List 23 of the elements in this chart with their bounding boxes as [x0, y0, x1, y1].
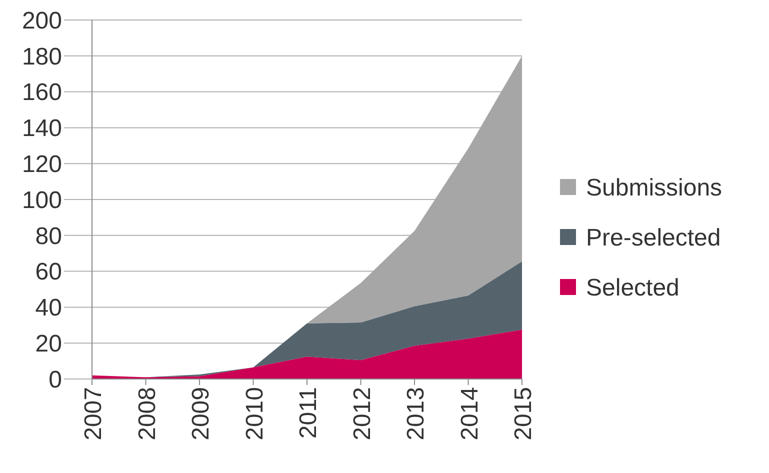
y-tick-label: 160 [22, 79, 62, 106]
x-tick-label: 2007 [80, 387, 107, 440]
x-tick-label: 2009 [188, 387, 214, 440]
legend-label: Submissions [586, 174, 722, 202]
x-tick-label: 2010 [241, 387, 268, 440]
x-tick-label: 2012 [348, 387, 376, 440]
y-tick-label: 0 [48, 366, 62, 394]
y-tick-label: 180 [22, 43, 62, 70]
y-tick-label: 100 [22, 186, 62, 214]
y-tick-label: 40 [35, 294, 62, 322]
y-tick-label: 80 [35, 222, 62, 250]
x-tick-label: 2008 [134, 387, 161, 440]
x-tick-label: 2014 [456, 387, 484, 440]
y-tick-label: 60 [35, 258, 62, 286]
y-tick-label: 120 [22, 151, 62, 178]
x-tick-label: 2011 [295, 387, 322, 439]
y-tick-label: 20 [35, 330, 62, 358]
legend-label: Selected [586, 274, 680, 302]
y-tick-label: 200 [22, 7, 62, 34]
y-tick-label: 140 [22, 115, 62, 142]
legend-label: Pre-selected [586, 224, 721, 252]
x-tick-label: 2015 [510, 387, 537, 440]
x-tick-label: 2013 [402, 387, 430, 440]
